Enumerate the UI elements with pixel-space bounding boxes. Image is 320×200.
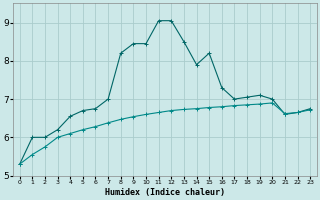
- X-axis label: Humidex (Indice chaleur): Humidex (Indice chaleur): [105, 188, 225, 197]
